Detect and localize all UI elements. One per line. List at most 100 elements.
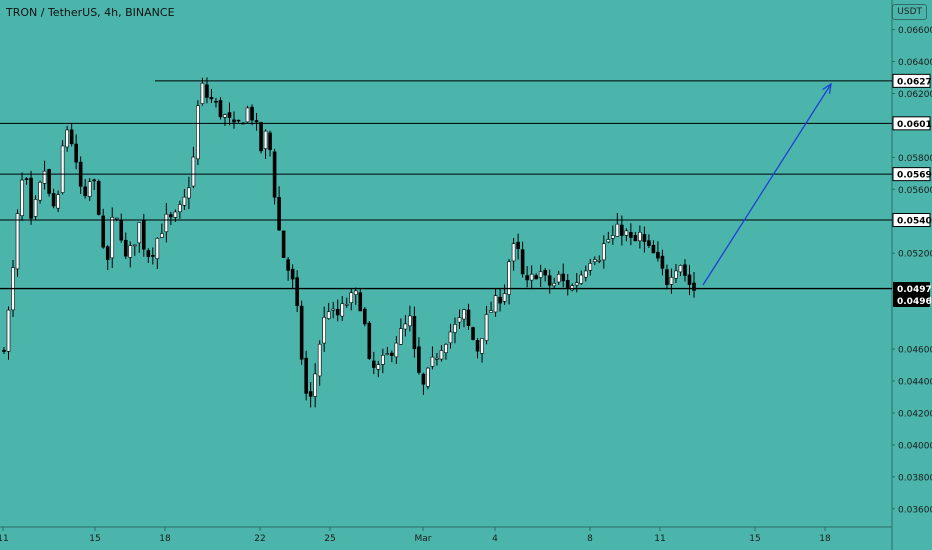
candle xyxy=(187,176,191,210)
candle xyxy=(164,203,169,243)
candle-body xyxy=(155,238,160,260)
candle-body xyxy=(38,182,42,201)
candle-body xyxy=(683,264,687,276)
last-price-tag: 0.04967 xyxy=(893,293,932,307)
candle-body xyxy=(236,119,241,122)
candle-body xyxy=(480,338,484,354)
candle xyxy=(290,264,295,289)
candle xyxy=(38,180,42,204)
candle-body xyxy=(277,197,281,231)
candle xyxy=(538,264,543,288)
candle-body xyxy=(33,199,38,217)
candle-body xyxy=(615,223,620,237)
candle-body xyxy=(489,310,493,313)
candle xyxy=(250,104,254,126)
candle-body xyxy=(592,259,597,263)
currency-button[interactable]: USDT xyxy=(892,4,927,20)
candle-body xyxy=(160,233,164,238)
candle xyxy=(263,129,268,159)
candle xyxy=(633,231,638,242)
candle-body xyxy=(475,340,480,352)
projection-arrow xyxy=(702,82,832,286)
candle xyxy=(656,241,660,262)
candle xyxy=(128,241,133,268)
candle-body xyxy=(439,350,444,360)
candle-body xyxy=(281,230,286,258)
candle-body xyxy=(250,106,254,121)
candle xyxy=(588,258,593,276)
candle xyxy=(638,225,642,249)
candle-body xyxy=(552,283,556,287)
candle xyxy=(295,270,299,313)
candle xyxy=(421,372,426,395)
candle xyxy=(2,347,6,354)
candle xyxy=(642,226,647,253)
candle xyxy=(602,235,606,269)
level-label-text: 0.05408 xyxy=(897,216,932,226)
candle-body xyxy=(462,309,466,320)
candle-body xyxy=(15,213,20,270)
candle-body xyxy=(660,255,665,269)
candle xyxy=(511,238,516,271)
candle xyxy=(169,211,173,226)
candle-body xyxy=(385,353,390,355)
candle-body xyxy=(268,132,272,151)
candle xyxy=(358,288,363,312)
candle xyxy=(232,111,236,129)
level-label-bg xyxy=(892,73,931,88)
candles xyxy=(2,77,696,408)
candle-body xyxy=(620,224,624,236)
candle-body xyxy=(516,241,520,249)
candle-body xyxy=(529,273,534,281)
candle xyxy=(674,264,678,283)
candle xyxy=(209,88,214,104)
candle-body xyxy=(502,293,507,302)
candle xyxy=(155,237,160,269)
candle xyxy=(385,346,390,356)
candle xyxy=(83,178,87,199)
candle-body xyxy=(471,327,475,340)
candle-body xyxy=(119,220,124,241)
candle-body xyxy=(421,373,426,385)
candle xyxy=(403,315,408,337)
level-label-text: 0.05695 xyxy=(897,171,932,181)
candle xyxy=(529,265,534,290)
candle xyxy=(471,326,475,341)
candle xyxy=(651,240,656,254)
candle-body xyxy=(87,181,92,197)
candle xyxy=(457,309,462,329)
candle-body xyxy=(65,129,69,148)
candle xyxy=(525,266,529,288)
candle-body xyxy=(60,145,65,193)
candle xyxy=(137,222,142,253)
candle xyxy=(151,247,155,265)
candle xyxy=(51,188,56,209)
candle xyxy=(299,300,304,365)
y-tick-label: 0.05200 xyxy=(898,250,932,260)
candle xyxy=(33,195,38,221)
candle xyxy=(236,119,241,123)
candle xyxy=(56,190,60,213)
candle-body xyxy=(588,263,593,271)
candle-body xyxy=(498,296,502,304)
candle xyxy=(123,232,128,259)
candle xyxy=(353,287,358,305)
candle xyxy=(65,125,69,152)
candle xyxy=(399,318,403,345)
y-tick-label: 0.03600 xyxy=(898,505,932,515)
candle-body xyxy=(114,217,119,220)
candle xyxy=(669,268,674,294)
candle xyxy=(556,270,561,285)
candle-body xyxy=(6,309,11,352)
candle-body xyxy=(629,232,633,238)
candle-body xyxy=(146,250,151,257)
candle-body xyxy=(430,356,435,367)
candle-body xyxy=(390,352,394,356)
candle xyxy=(493,288,498,317)
level-label-bg xyxy=(892,116,931,131)
x-tick-label: 4 xyxy=(492,534,498,544)
candle-body xyxy=(101,215,106,248)
y-tick-label: 0.03800 xyxy=(898,473,932,483)
candle-body xyxy=(687,274,692,285)
candle-body xyxy=(674,270,678,279)
